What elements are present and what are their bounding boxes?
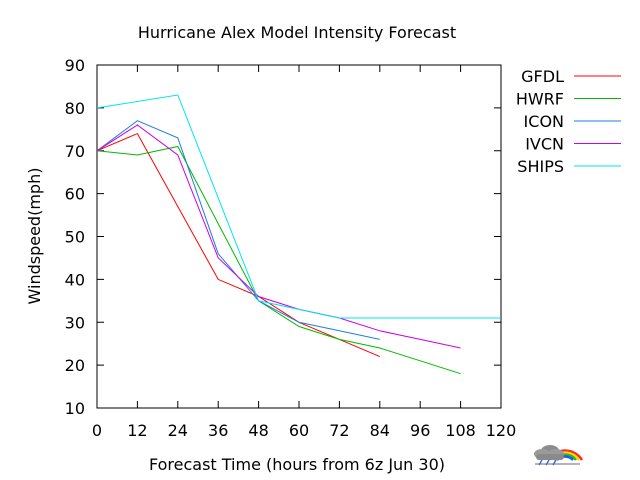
y-tick-label: 60 xyxy=(65,185,85,204)
x-tick-label: 12 xyxy=(127,421,147,440)
x-tick-label: 120 xyxy=(486,421,517,440)
legend-label-hwrf: HWRF xyxy=(516,90,564,109)
x-tick-label: 84 xyxy=(370,421,390,440)
x-tick-label: 48 xyxy=(248,421,268,440)
legend-label-ivcn: IVCN xyxy=(525,135,564,154)
x-tick-label: 60 xyxy=(289,421,309,440)
y-tick-label: 40 xyxy=(65,270,85,289)
x-tick-label: 36 xyxy=(208,421,228,440)
y-tick-label: 50 xyxy=(65,228,85,247)
y-tick-label: 10 xyxy=(65,399,85,418)
series-line-icon xyxy=(96,120,380,340)
series-layer xyxy=(96,94,501,375)
chart-title: Hurricane Alex Model Intensity Forecast xyxy=(138,23,456,42)
x-tick-label: 96 xyxy=(410,421,430,440)
y-tick-label: 20 xyxy=(65,356,85,375)
x-tick-label: 108 xyxy=(445,421,476,440)
y-tick-label: 80 xyxy=(65,99,85,118)
legend-label-ships: SHIPS xyxy=(517,157,564,176)
y-axis-title: Windspeed(mph) xyxy=(25,168,44,305)
series-line-ivcn xyxy=(96,124,461,349)
x-tick-label: 0 xyxy=(92,421,102,440)
legend: GFDL HWRF ICON IVCN SHIPS xyxy=(516,67,621,176)
series-line-gfdl xyxy=(96,132,380,358)
x-axis: 0 12 24 36 48 60 72 84 96 108 120 xyxy=(92,65,516,440)
x-tick-label: 72 xyxy=(329,421,349,440)
series-line-ships xyxy=(96,94,501,319)
y-axis: 10 20 30 40 50 60 70 80 90 xyxy=(65,56,501,418)
y-tick-label: 70 xyxy=(65,142,85,161)
plot-frame xyxy=(96,64,502,409)
y-tick-label: 30 xyxy=(65,313,85,332)
legend-label-icon: ICON xyxy=(524,112,564,131)
y-tick-label: 90 xyxy=(65,56,85,75)
legend-label-gfdl: GFDL xyxy=(521,67,564,86)
weather-logo-icon xyxy=(534,445,584,466)
x-axis-title: Forecast Time (hours from 6z Jun 30) xyxy=(149,455,445,474)
series-line-hwrf xyxy=(96,145,461,375)
x-tick-label: 24 xyxy=(168,421,188,440)
